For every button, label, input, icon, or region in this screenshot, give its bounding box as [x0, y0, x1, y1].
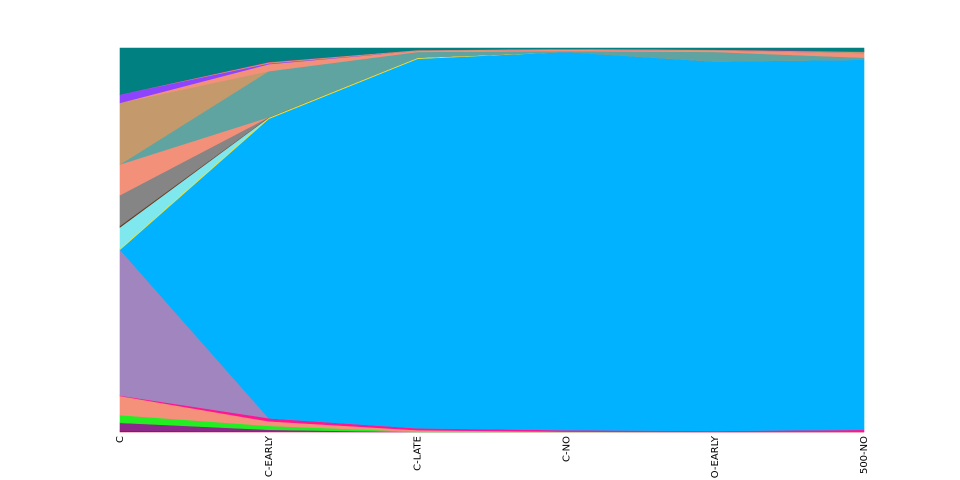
x-tick-label: 500-NO	[859, 436, 870, 474]
x-tick-label: O-EARLY	[710, 435, 721, 478]
area-series-group	[119, 47, 865, 433]
area-series-18	[119, 47, 865, 95]
x-tick-label: C-LATE	[413, 436, 424, 471]
x-tick-label: C-NO	[561, 436, 572, 462]
x-tick-label: C	[115, 436, 126, 443]
x-axis-tick-labels: C C-EARLY C-LATE C-NO O-EARLY 500-NO	[115, 435, 870, 478]
x-tick-label: C-EARLY	[264, 435, 275, 477]
